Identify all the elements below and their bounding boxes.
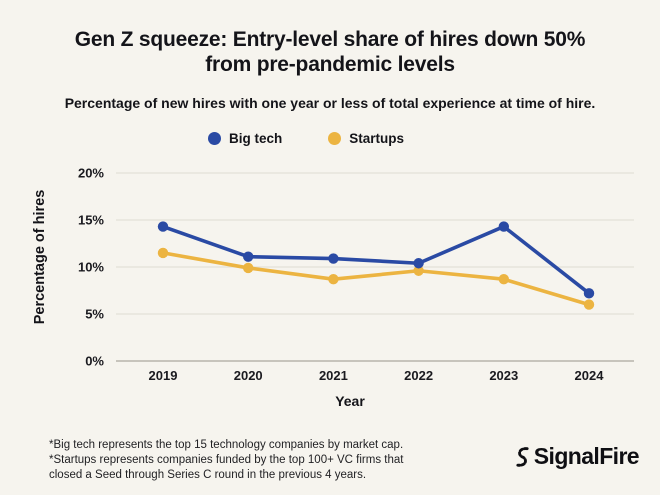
x-tick-label-2023: 2023 — [489, 368, 518, 383]
data-point-startups-2022 — [413, 265, 424, 276]
x-tick-label-2021: 2021 — [319, 368, 348, 383]
series-line-startups — [161, 251, 591, 307]
chart-title: Gen Z squeeze: Entry-level share of hire… — [0, 27, 660, 77]
series-line-big-tech — [161, 224, 591, 296]
footnote-line-1: *Big tech represents the top 15 technolo… — [49, 439, 404, 451]
data-point-big-tech-2020 — [243, 251, 254, 262]
chart-title-line2: from pre-pandemic levels — [205, 53, 455, 76]
signalfire-logo: SignalFire — [514, 443, 640, 470]
data-point-big-tech-2024 — [583, 288, 595, 299]
data-point-startups-2019 — [157, 247, 169, 259]
legend-label-startups: Startups — [349, 131, 405, 146]
footnote-line-2: *Startups represents companies funded by… — [49, 454, 404, 466]
legend-item-big-tech: Big tech — [207, 131, 283, 146]
signalfire-logo-icon — [516, 446, 529, 467]
legend-dot-big-tech-icon — [207, 132, 221, 145]
chart-legend: Big tech Startups — [0, 131, 612, 146]
data-point-startups-2021 — [328, 274, 339, 285]
legend-dot-startups-icon — [328, 132, 342, 145]
data-point-startups-2024 — [583, 299, 595, 310]
x-tick-label-2022: 2022 — [404, 368, 433, 383]
legend-label-big-tech: Big tech — [228, 131, 283, 146]
legend-item-startups: Startups — [328, 131, 404, 146]
data-point-big-tech-2023 — [498, 221, 509, 232]
x-tick-label-2019: 2019 — [149, 368, 178, 383]
x-tick-label-2024: 2024 — [575, 368, 605, 383]
data-point-big-tech-2019 — [157, 221, 169, 232]
footnotes: *Big tech represents the top 15 technolo… — [49, 438, 403, 483]
y-tick-label-15: 15% — [78, 213, 104, 228]
y-tick-label-10: 10% — [78, 260, 104, 275]
line-chart: 0% 5% 10% 15% 20% 2019 2020 2021 2022 2023 2024 — [78, 166, 634, 383]
chart-subtitle: Percentage of new hires with one year or… — [64, 95, 596, 111]
y-tick-label-20: 20% — [78, 166, 104, 181]
y-tick-label-5: 5% — [85, 307, 104, 322]
chart-title-line1: Gen Z squeeze: Entry-level share of hire… — [74, 28, 586, 51]
x-tick-label-2020: 2020 — [234, 368, 263, 383]
y-tick-label-0: 0% — [85, 354, 104, 369]
data-point-startups-2020 — [243, 262, 254, 274]
data-point-startups-2023 — [498, 274, 509, 285]
footnote-line-3: closed a Seed through Series C round in … — [49, 469, 367, 481]
x-axis-title: Year — [335, 393, 365, 409]
data-point-big-tech-2021 — [328, 253, 339, 264]
data-point-big-tech-2022 — [413, 258, 424, 269]
signalfire-logo-text: SignalFire — [533, 443, 640, 469]
